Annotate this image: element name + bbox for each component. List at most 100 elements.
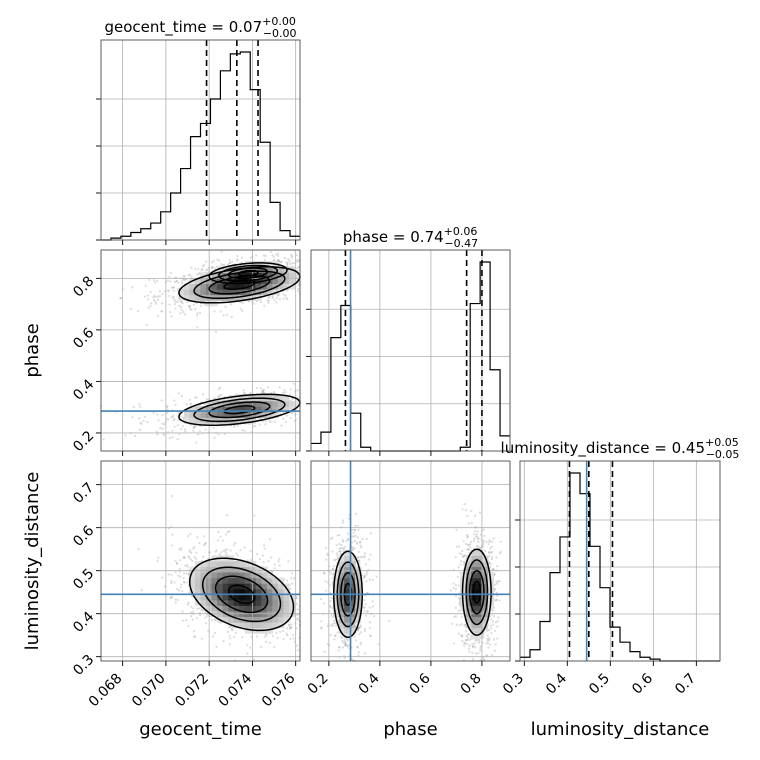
- sample-point: [482, 528, 485, 531]
- density-cell: [476, 555, 483, 562]
- density-cell: [344, 599, 351, 606]
- density-cell: [471, 588, 478, 595]
- density-cell: [272, 599, 279, 606]
- density-cell: [476, 572, 483, 579]
- sample-point: [342, 641, 345, 644]
- sample-point: [282, 297, 285, 300]
- sample-point: [497, 616, 500, 619]
- density-cell: [471, 555, 478, 562]
- sample-point: [329, 605, 332, 608]
- sample-point: [296, 266, 299, 269]
- sample-point: [463, 563, 466, 567]
- sample-point: [296, 260, 299, 264]
- sample-point: [192, 630, 195, 633]
- sample-point: [353, 528, 356, 532]
- sample-point: [333, 621, 336, 625]
- sample-point: [168, 294, 171, 297]
- density-cell: [233, 605, 240, 612]
- density-cell: [355, 566, 362, 573]
- density-cell: [255, 605, 262, 612]
- sample-point: [270, 391, 273, 395]
- sample-point: [167, 418, 170, 421]
- density-cell: [277, 395, 284, 402]
- sample-point: [459, 634, 463, 637]
- sample-point: [212, 266, 215, 269]
- density-cell: [272, 406, 279, 413]
- sample-point: [493, 629, 497, 632]
- sample-point: [292, 633, 295, 636]
- density-cell: [233, 622, 240, 629]
- sample-point: [476, 535, 479, 538]
- sample-point: [363, 556, 366, 559]
- sample-point: [228, 634, 231, 637]
- sample-point: [269, 250, 272, 254]
- sample-point: [467, 543, 470, 546]
- sample-point: [224, 552, 227, 555]
- density-cell: [244, 616, 251, 623]
- density-cell: [333, 572, 340, 579]
- sample-point: [181, 302, 184, 305]
- density-cell: [277, 283, 284, 290]
- density-cell: [344, 616, 351, 623]
- density-cell: [244, 622, 251, 629]
- density-cell: [344, 588, 351, 595]
- sample-point: [364, 603, 368, 606]
- sample-point: [180, 280, 184, 283]
- sample-point: [236, 254, 239, 258]
- sample-point: [291, 582, 294, 585]
- density-cell: [217, 577, 224, 584]
- sample-point: [169, 280, 172, 283]
- sample-point: [496, 625, 499, 628]
- sample-point: [289, 637, 292, 640]
- density-cell: [228, 599, 235, 606]
- sample-point: [339, 550, 342, 553]
- density-cell: [272, 577, 279, 584]
- sample-point: [343, 546, 346, 549]
- sample-point: [272, 255, 275, 258]
- sample-point: [170, 315, 173, 318]
- density-cell: [222, 411, 229, 418]
- sample-point: [205, 398, 209, 401]
- sample-point: [254, 424, 257, 427]
- sample-point: [246, 644, 249, 647]
- density-cell: [194, 289, 201, 296]
- density-cell: [211, 599, 218, 606]
- sample-point: [262, 388, 266, 391]
- sample-point: [388, 619, 391, 622]
- density-cell: [222, 616, 229, 623]
- sample-point: [166, 411, 169, 414]
- sample-point: [351, 658, 355, 662]
- density-cell: [283, 594, 290, 601]
- sample-point: [259, 645, 263, 649]
- sample-point: [136, 310, 140, 313]
- sample-point: [172, 286, 175, 289]
- sample-point: [220, 263, 223, 266]
- density-cell: [338, 577, 345, 584]
- density-cell: [200, 411, 207, 418]
- sample-point: [296, 289, 300, 293]
- sample-point: [477, 537, 480, 540]
- sample-point: [474, 646, 477, 649]
- sample-point: [461, 634, 464, 637]
- sample-point: [190, 614, 193, 618]
- density-cell: [344, 572, 351, 579]
- sample-point: [364, 563, 368, 566]
- sample-point: [186, 300, 189, 304]
- sample-point: [330, 596, 333, 599]
- sample-point: [152, 411, 155, 415]
- density-cell: [344, 583, 351, 590]
- sample-point: [358, 541, 362, 544]
- sample-point: [181, 619, 185, 622]
- sample-point: [278, 260, 281, 263]
- density-cell: [288, 599, 295, 606]
- sample-point: [194, 267, 197, 271]
- sample-point: [455, 545, 458, 548]
- density-cell: [471, 561, 478, 568]
- sample-point: [215, 549, 218, 552]
- sample-point: [339, 550, 342, 553]
- sample-point: [323, 571, 326, 574]
- sample-point: [351, 535, 354, 538]
- sample-point: [235, 259, 239, 262]
- density-cell: [261, 583, 268, 590]
- density-cell: [194, 594, 201, 601]
